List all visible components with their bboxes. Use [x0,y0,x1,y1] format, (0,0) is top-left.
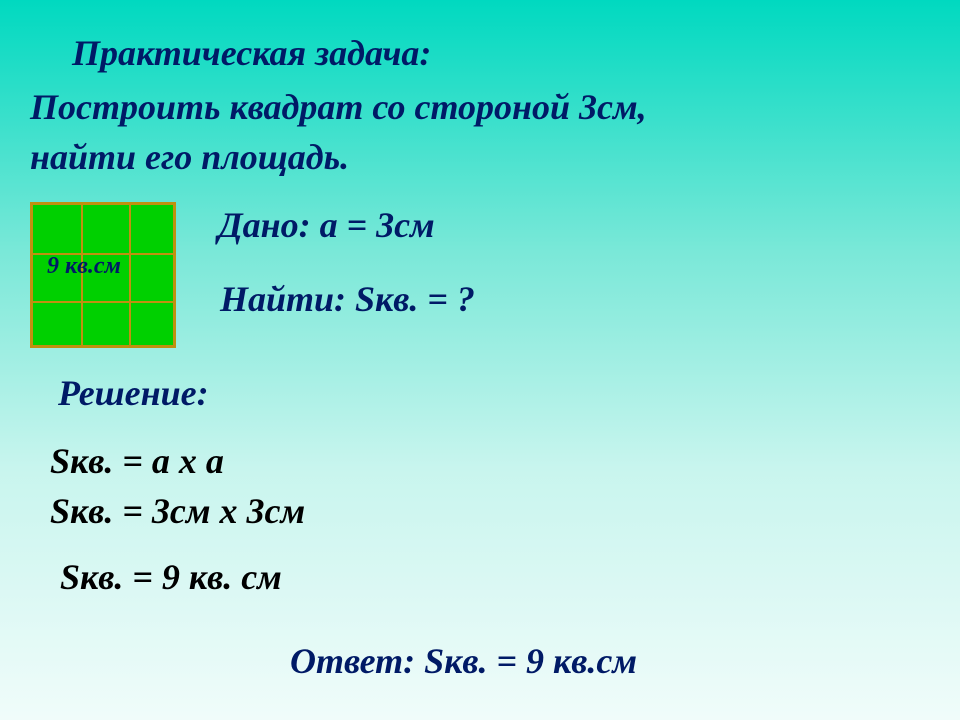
solution-step-2: Sкв. = 3см х 3см [50,490,305,532]
solution-step-3: Sкв. = 9 кв. см [60,556,282,598]
square-label: 9 кв.см [47,253,121,280]
title: Практическая задача: [72,32,431,74]
solution-step-1: Sкв. = а х а [50,440,224,482]
task-line-1: Построить квадрат со стороной 3см, [30,86,647,128]
find-line: Найти: Sкв. = ? [220,278,475,320]
answer-line: Ответ: Sкв. = 9 кв.см [290,640,637,682]
square-diagram: 9 кв.см [30,202,176,348]
solution-header: Решение: [58,372,209,414]
grid-v2 [129,205,131,345]
square-shape: 9 кв.см [30,202,176,348]
grid-h2 [33,301,173,303]
given-line: Дано: а = 3см [218,204,435,246]
task-line-2: найти его площадь. [30,136,349,178]
